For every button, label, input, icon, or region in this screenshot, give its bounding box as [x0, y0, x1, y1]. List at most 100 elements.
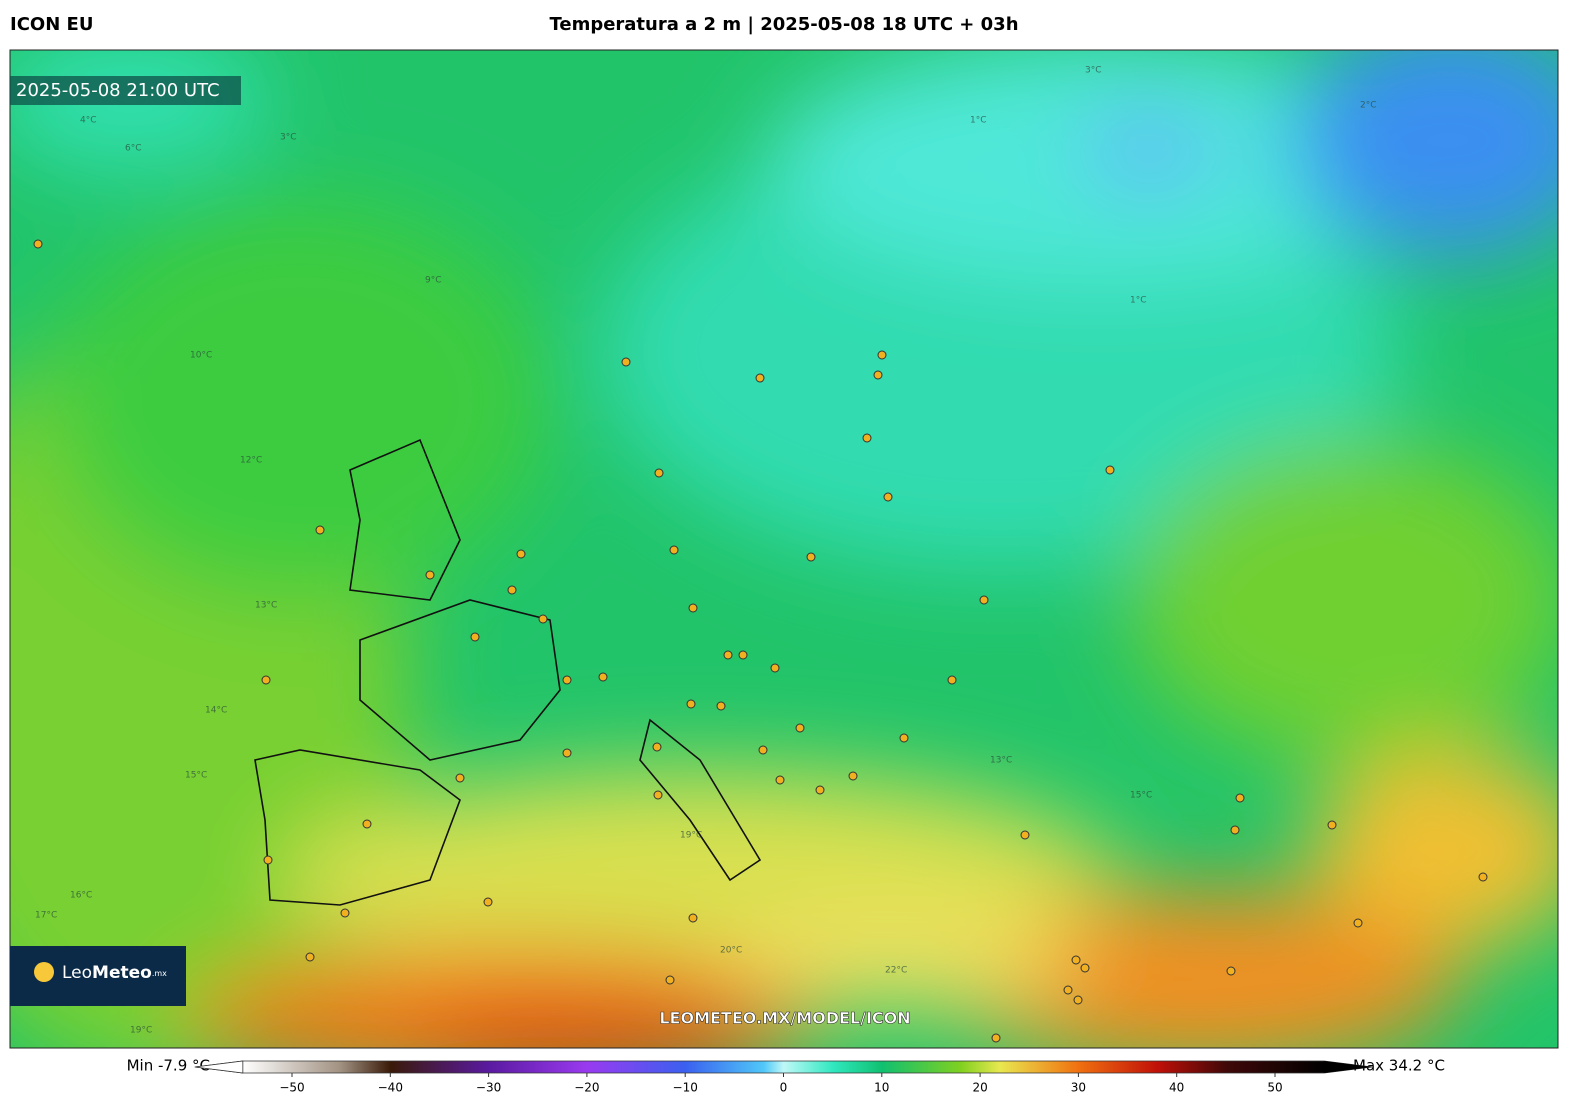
city-marker	[33, 239, 43, 249]
city-marker	[1478, 872, 1488, 882]
city-marker	[1073, 995, 1083, 1005]
colorbar-segment	[1078, 1061, 1158, 1073]
city-marker	[688, 603, 698, 613]
city-marker	[848, 771, 858, 781]
city-marker	[425, 570, 435, 580]
contour-label: 2°C	[1360, 101, 1377, 111]
colorbar-segment	[685, 1061, 765, 1073]
contour-label: 20°C	[720, 946, 742, 956]
logo-sun	[34, 962, 54, 982]
city-marker	[621, 357, 631, 367]
contour-label: 1°C	[1130, 296, 1147, 306]
temperature-field	[10, 50, 1558, 1048]
contour-label: 3°C	[280, 133, 297, 143]
city-marker	[686, 699, 696, 709]
contour-label: 15°C	[1130, 791, 1152, 801]
city-marker	[815, 785, 825, 795]
colorbar-segment	[341, 1061, 391, 1073]
colorbar: −50 −40 −30 −20 −10 0 10 20 30 40 50	[194, 1060, 1373, 1095]
city-marker	[562, 675, 572, 685]
city-marker	[340, 908, 350, 918]
colorbar-low-extension	[194, 1060, 244, 1074]
contour-label: 22°C	[885, 966, 907, 976]
contour-label: 13°C	[990, 756, 1012, 766]
city-marker	[1105, 465, 1115, 475]
contour-label: 1°C	[970, 116, 987, 126]
city-marker	[758, 745, 768, 755]
colorbar-tick-label: 20	[972, 1081, 987, 1095]
watermark: LEOMETEO.MX/MODEL/ICON	[659, 1009, 910, 1028]
city-marker	[716, 701, 726, 711]
timestamp-box	[10, 76, 241, 105]
city-marker	[470, 632, 480, 642]
contour-label: 17°C	[35, 911, 57, 921]
map-frame	[9, 49, 1559, 1049]
city-marker	[723, 650, 733, 660]
city-marker	[654, 468, 664, 478]
colorbar-segment	[832, 1061, 883, 1073]
city-marker	[738, 650, 748, 660]
colorbar-segment	[999, 1061, 1079, 1073]
logo-suffix: .mx	[152, 969, 167, 978]
contour-label: 16°C	[70, 891, 92, 901]
city-marker	[688, 913, 698, 923]
city-marker	[1080, 963, 1090, 973]
city-marker	[873, 370, 883, 380]
contour-label: 19°C	[130, 1026, 152, 1036]
city-marker	[1071, 955, 1081, 965]
colorbar-tick-label: −30	[476, 1081, 501, 1095]
colorbar-tick-label: −20	[574, 1081, 599, 1095]
colorbar-tick-label: 0	[780, 1081, 788, 1095]
logo-leo: Leo	[62, 963, 92, 983]
city-marker	[770, 663, 780, 673]
colorbar-high-extension	[1324, 1061, 1373, 1073]
city-marker	[455, 773, 465, 783]
city-marker	[261, 675, 271, 685]
logo-text: LeoMeteo.mx	[62, 963, 167, 983]
city-marker	[669, 545, 679, 555]
city-marker	[795, 723, 805, 733]
city-marker	[516, 549, 526, 559]
city-marker	[1020, 830, 1030, 840]
city-marker	[1353, 918, 1363, 928]
colorbar-segment	[881, 1061, 961, 1073]
map-title: Temperatura a 2 m | 2025-05-08 18 UTC + …	[549, 14, 1018, 35]
colorbar-segment	[390, 1061, 490, 1073]
colorbar-segment	[960, 1061, 1001, 1073]
colorbar-tick-label: −10	[673, 1081, 698, 1095]
contour-label: 9°C	[425, 276, 442, 286]
city-marker	[947, 675, 957, 685]
city-marker	[775, 775, 785, 785]
colorbar-tick-label: −40	[378, 1081, 403, 1095]
city-marker	[362, 819, 372, 829]
city-marker	[862, 433, 872, 443]
logo-meteo: Meteo	[92, 963, 152, 983]
city-marker	[899, 733, 909, 743]
city-marker	[562, 748, 572, 758]
city-marker	[538, 614, 548, 624]
colorbar-tick-label: 50	[1267, 1081, 1282, 1095]
city-marker	[755, 373, 765, 383]
contour-label: 3°C	[1085, 66, 1102, 76]
contour-label: 15°C	[185, 771, 207, 781]
valid-time: 2025-05-08 21:00 UTC	[16, 80, 220, 101]
city-marker	[483, 897, 493, 907]
city-marker	[653, 790, 663, 800]
colorbar-segment	[1157, 1061, 1227, 1073]
city-marker	[1230, 825, 1240, 835]
city-marker	[652, 742, 662, 752]
colorbar-segment	[488, 1061, 588, 1073]
city-marker	[315, 525, 325, 535]
contour-label: 12°C	[240, 456, 262, 466]
min-label: Min -7.9 °C	[127, 1057, 210, 1075]
city-marker	[1235, 793, 1245, 803]
contour-label: 10°C	[190, 351, 212, 361]
colorbar-segment	[783, 1061, 834, 1073]
city-marker	[665, 975, 675, 985]
city-marker	[806, 552, 816, 562]
city-marker	[979, 595, 989, 605]
contour-label: 13°C	[255, 601, 277, 611]
city-marker	[598, 672, 608, 682]
